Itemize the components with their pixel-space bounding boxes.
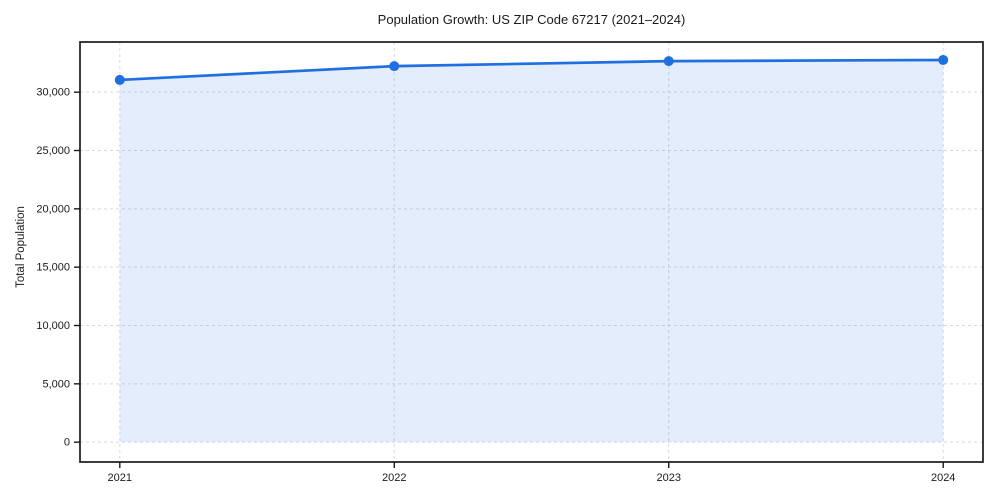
plot-border (79, 41, 984, 463)
y-tick-label: 0 (64, 437, 70, 449)
data-point (938, 54, 949, 65)
x-tick-label: 2022 (382, 472, 406, 484)
data-line (118, 58, 945, 82)
data-point (389, 61, 400, 72)
area-fill (119, 59, 944, 443)
y-tick-label: 25,000 (36, 145, 70, 157)
x-tick-label: 2021 (108, 472, 132, 484)
y-tick-label: 10,000 (36, 320, 70, 332)
chart-title: Population Growth: US ZIP Code 67217 (20… (377, 12, 686, 27)
data-point (114, 74, 125, 85)
y-tick-label: 15,000 (36, 262, 70, 274)
x-tick-label: 2023 (656, 472, 680, 484)
y-tick-label: 20,000 (36, 203, 70, 215)
x-tick-label: 2024 (931, 472, 955, 484)
y-tick-label: 5,000 (42, 378, 70, 390)
y-tick-label: 30,000 (36, 87, 70, 99)
data-point (663, 56, 674, 67)
